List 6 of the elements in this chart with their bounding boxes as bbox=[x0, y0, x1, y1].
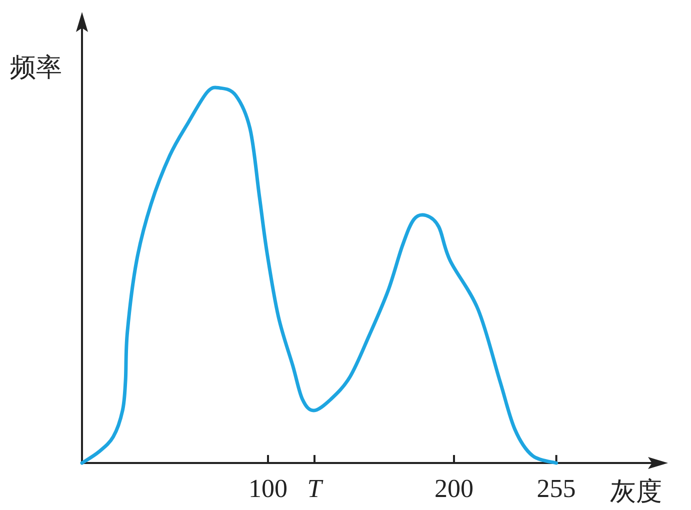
x-tick-label: 255 bbox=[536, 474, 576, 503]
x-axis-title: 灰度 bbox=[610, 477, 662, 507]
x-tick-label: 100 bbox=[248, 474, 288, 503]
x-tick-label: 200 bbox=[434, 474, 474, 503]
x-tick-label: T bbox=[307, 474, 324, 503]
y-axis-title: 频率 bbox=[10, 53, 62, 83]
